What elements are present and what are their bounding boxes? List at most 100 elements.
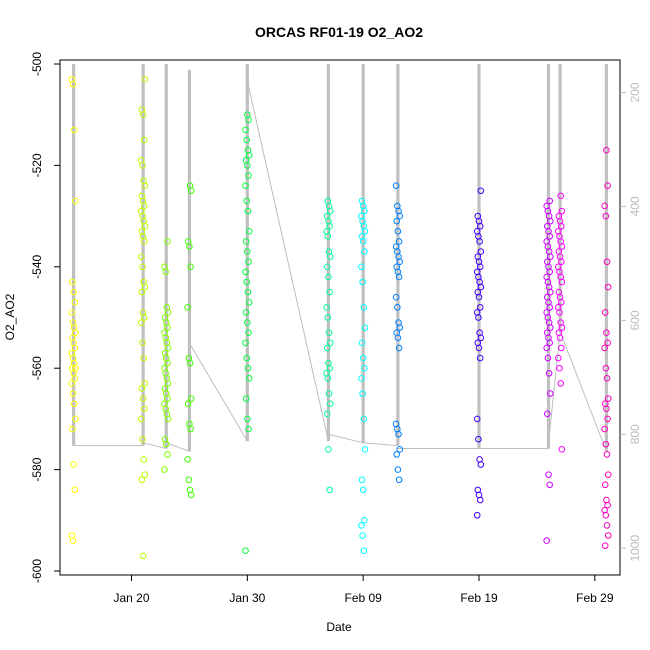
data-point (242, 268, 249, 276)
data-point (326, 400, 334, 407)
data-point (601, 202, 608, 210)
data-point (603, 451, 611, 458)
data-point (162, 440, 170, 448)
data-point (139, 435, 146, 443)
data-point (187, 491, 195, 499)
data-point (137, 415, 145, 423)
data-point (187, 187, 195, 195)
data-point (604, 415, 611, 423)
data-point (71, 486, 79, 494)
data-point (184, 304, 191, 311)
data-point (547, 288, 554, 296)
data-point (601, 481, 609, 489)
data-point (242, 126, 249, 134)
secondary-y-tick-label: 400 (628, 196, 642, 216)
data-point (243, 136, 251, 144)
data-point (558, 324, 566, 331)
y-tick-label: -600 (30, 559, 44, 583)
data-point (359, 354, 367, 362)
data-point (326, 207, 334, 215)
data-point (245, 228, 253, 235)
data-point (245, 151, 253, 159)
data-point (141, 182, 149, 189)
data-point (601, 542, 609, 549)
data-point (184, 400, 192, 407)
data-point (164, 344, 172, 352)
data-point (359, 278, 366, 286)
data-point (140, 405, 148, 413)
data-point (604, 182, 611, 189)
data-point (476, 263, 484, 271)
data-point (543, 537, 551, 544)
secondary-y-tick-label: 1000 (628, 535, 642, 562)
data-point (137, 253, 145, 260)
data-point (396, 212, 404, 220)
data-point (395, 344, 403, 352)
data-point (69, 537, 77, 544)
data-point (359, 390, 366, 397)
data-point (475, 293, 483, 301)
data-point (244, 248, 251, 255)
data-point (184, 456, 191, 463)
data-point (395, 273, 403, 281)
x-tick-label: Jan 30 (229, 591, 265, 605)
data-point (603, 146, 610, 154)
data-point (138, 385, 146, 392)
data-point (69, 80, 77, 88)
data-point (393, 217, 401, 225)
data-point (396, 324, 404, 331)
data-point (242, 547, 249, 555)
data-point (140, 354, 147, 362)
data-point (245, 116, 252, 124)
data-point (325, 390, 333, 397)
y-tick-label: -500 (30, 52, 44, 76)
secondary-y-tick-label: 600 (628, 310, 642, 330)
data-point (361, 248, 368, 255)
data-point (139, 395, 147, 402)
data-point (394, 304, 401, 311)
data-point (392, 293, 400, 301)
data-point (604, 471, 612, 478)
data-point (602, 440, 610, 448)
data-point (323, 263, 331, 271)
data-points-layer (68, 75, 612, 560)
data-point (476, 222, 484, 230)
data-point (602, 212, 610, 220)
data-point (187, 263, 194, 271)
data-point (140, 136, 148, 144)
data-point (326, 486, 333, 494)
data-point (475, 435, 482, 443)
data-point (138, 288, 146, 296)
data-point (243, 354, 251, 362)
data-point (558, 243, 566, 250)
data-point (164, 395, 171, 402)
data-point (137, 319, 145, 326)
data-point (545, 369, 553, 377)
data-point (361, 446, 369, 453)
data-point (360, 415, 368, 423)
data-point (325, 446, 332, 453)
data-point (557, 258, 565, 266)
data-point (476, 496, 484, 504)
data-point (162, 268, 169, 276)
data-point (325, 273, 332, 281)
pressure-transit-3 (166, 442, 190, 452)
data-point (70, 126, 78, 134)
data-point (473, 415, 481, 423)
x-axis: Jan 20 Jan 30 Feb 09 Feb 19 Feb 29 (113, 575, 614, 605)
data-point (361, 324, 369, 331)
data-point (244, 288, 252, 296)
data-point (556, 334, 564, 342)
data-point (604, 283, 612, 291)
data-point (392, 182, 400, 189)
data-point (164, 359, 171, 367)
data-point (244, 162, 251, 169)
data-point (602, 364, 610, 372)
data-point (476, 238, 483, 245)
data-point (71, 344, 79, 352)
data-point (164, 415, 172, 423)
data-point (70, 400, 78, 407)
data-point (323, 410, 331, 418)
data-point (395, 476, 403, 484)
